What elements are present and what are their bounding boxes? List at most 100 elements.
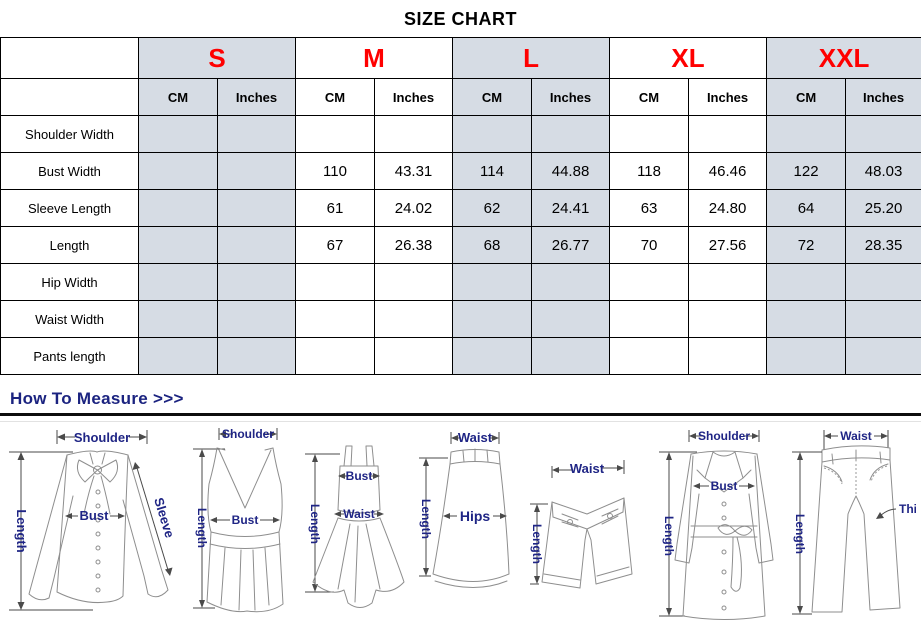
- value-cell: 72: [766, 226, 847, 264]
- table-row-hip-width: Hip Width: [0, 263, 921, 301]
- row-label: Pants length: [0, 337, 139, 375]
- row-label: Shoulder Width: [0, 115, 139, 153]
- shoulder-measure-arrow: [218, 428, 278, 440]
- value-cell: [845, 115, 921, 153]
- value-cell: [452, 263, 533, 301]
- pants-thigh-label: Thigh: [899, 502, 916, 516]
- hips-measure-arrow: [443, 513, 508, 519]
- value-cell: [609, 337, 690, 375]
- coat-bust-label: Bust: [711, 479, 738, 493]
- length-measure-arrow: [304, 453, 340, 593]
- value-cell: [217, 189, 296, 227]
- value-cell: [373, 115, 454, 153]
- corner-cell: [0, 37, 139, 79]
- unit-cell: Inches: [531, 78, 611, 116]
- unit-cell: CM: [295, 78, 375, 116]
- value-cell: [609, 300, 690, 338]
- size-table: S M L XL XXL CM Inches CM Inches CM Inch…: [0, 37, 921, 375]
- value-cell: 26.77: [531, 226, 611, 264]
- thigh-measure-arrow: [875, 508, 896, 519]
- value-cell: 48.03: [845, 152, 921, 190]
- unit-cell: Inches: [845, 78, 921, 116]
- blouse-outline: [28, 450, 169, 603]
- unit-cell: Inches: [688, 78, 768, 116]
- value-cell: 25.20: [845, 189, 921, 227]
- value-cell: [609, 263, 690, 301]
- coat-shoulder-label: Shoulder: [698, 429, 750, 443]
- unit-cell: Inches: [217, 78, 296, 116]
- value-cell: 46.46: [688, 152, 768, 190]
- size-header-row: S M L XL XXL: [0, 37, 921, 79]
- length-measure-arrow: [9, 451, 93, 611]
- value-cell: 62: [452, 189, 533, 227]
- value-cell: [295, 337, 375, 375]
- shorts-waist-label: Waist: [570, 461, 605, 476]
- bust-measure-arrow: [209, 517, 280, 523]
- value-cell: 24.80: [688, 189, 768, 227]
- shorts-diagram: Waist Length: [530, 460, 633, 589]
- page-title: SIZE CHART: [404, 9, 517, 29]
- shoulder-measure-arrow: [56, 430, 148, 444]
- value-cell: [217, 300, 296, 338]
- value-cell: [373, 300, 454, 338]
- row-label: Bust Width: [0, 152, 139, 190]
- tank-shoulder-label: Shoulder: [222, 427, 274, 441]
- size-header-s: S: [138, 37, 296, 79]
- blouse-bust-label: Bust: [80, 508, 110, 523]
- value-cell: 118: [609, 152, 690, 190]
- value-cell: [217, 226, 296, 264]
- size-header-l: L: [452, 37, 611, 79]
- value-cell: [766, 337, 847, 375]
- value-cell: [217, 337, 296, 375]
- unit-cell: CM: [138, 78, 218, 116]
- value-cell: [688, 115, 768, 153]
- waist-measure-arrow: [333, 511, 384, 517]
- value-cell: 64: [766, 189, 847, 227]
- how-to-measure-heading: How To Measure >>>: [10, 389, 184, 408]
- value-cell: [138, 263, 218, 301]
- value-cell: [845, 337, 921, 375]
- value-cell: 44.88: [531, 152, 611, 190]
- tank-top-outline: [206, 447, 284, 613]
- section-divider: [0, 413, 921, 416]
- value-cell: 114: [452, 152, 533, 190]
- measure-diagrams: Shoulder Length: [0, 422, 921, 624]
- shoulder-measure-arrow: [688, 430, 760, 442]
- table-row-shoulder-width: Shoulder Width: [0, 115, 921, 153]
- unit-cell: CM: [766, 78, 847, 116]
- length-measure-arrow: [530, 503, 549, 585]
- row-label: Length: [0, 226, 139, 264]
- value-cell: [766, 115, 847, 153]
- tank-bust-label: Bust: [231, 513, 258, 527]
- blouse-diagram: Shoulder Length: [9, 430, 177, 611]
- value-cell: [295, 300, 375, 338]
- skirt-diagram: Waist Hips Length: [419, 430, 510, 588]
- value-cell: 28.35: [845, 226, 921, 264]
- pants-diagram: Waist Thigh Length: [791, 429, 916, 615]
- length-measure-arrow: [659, 451, 698, 617]
- value-cell: [688, 300, 768, 338]
- length-measure-arrow: [791, 451, 822, 615]
- skirt-waist-label: Waist: [458, 430, 493, 445]
- tank-length-label: Length: [195, 508, 209, 548]
- sleeve-measure-arrow: [132, 462, 173, 576]
- value-cell: 43.31: [373, 152, 454, 190]
- value-cell: [531, 300, 611, 338]
- value-cell: 122: [766, 152, 847, 190]
- value-cell: [217, 115, 296, 153]
- value-cell: [373, 263, 454, 301]
- size-header-m: M: [294, 37, 454, 79]
- table-row-pants-length: Pants length: [0, 337, 921, 375]
- corner-cell-2: [0, 78, 139, 116]
- value-cell: 63: [609, 189, 690, 227]
- blouse-length-label: Length: [14, 509, 29, 552]
- unit-cell: Inches: [373, 78, 454, 116]
- waist-measure-arrow: [823, 430, 889, 450]
- slip-dress-outline: [312, 445, 405, 608]
- pants-length-label: Length: [793, 514, 807, 554]
- tank-top-diagram: Shoulder Length Bust: [192, 427, 284, 613]
- row-label: Waist Width: [0, 300, 139, 338]
- unit-cell: CM: [452, 78, 533, 116]
- value-cell: [138, 226, 218, 264]
